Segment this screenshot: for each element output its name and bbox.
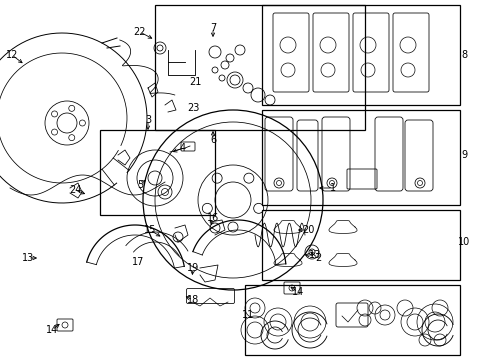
Text: 16: 16 — [206, 213, 219, 223]
Bar — [262, 210, 459, 280]
Bar — [262, 5, 459, 105]
Bar — [155, 5, 364, 130]
Text: 14: 14 — [291, 287, 304, 297]
Text: 4: 4 — [180, 143, 185, 153]
Bar — [244, 285, 459, 355]
Text: 14: 14 — [46, 325, 58, 335]
Text: 18: 18 — [186, 295, 199, 305]
Bar — [262, 110, 459, 205]
Text: 5: 5 — [137, 180, 143, 190]
Text: 3: 3 — [144, 115, 151, 125]
Text: 24: 24 — [69, 185, 81, 195]
Text: 19: 19 — [186, 263, 199, 273]
Text: 15: 15 — [143, 225, 156, 235]
Text: 17: 17 — [132, 257, 144, 267]
Text: 13: 13 — [22, 253, 34, 263]
Text: 9: 9 — [460, 150, 466, 160]
Text: 23: 23 — [186, 103, 199, 113]
Text: 1: 1 — [329, 183, 335, 193]
Text: 12: 12 — [6, 50, 18, 60]
Text: 2: 2 — [314, 253, 321, 263]
Text: 21: 21 — [188, 77, 201, 87]
Text: 6: 6 — [209, 135, 216, 145]
Text: 13: 13 — [308, 250, 321, 260]
Text: 20: 20 — [301, 225, 314, 235]
Text: 22: 22 — [134, 27, 146, 37]
Text: 8: 8 — [460, 50, 466, 60]
Bar — [100, 130, 215, 215]
Text: 7: 7 — [209, 23, 216, 33]
Text: 10: 10 — [457, 237, 469, 247]
Text: 11: 11 — [242, 310, 254, 320]
